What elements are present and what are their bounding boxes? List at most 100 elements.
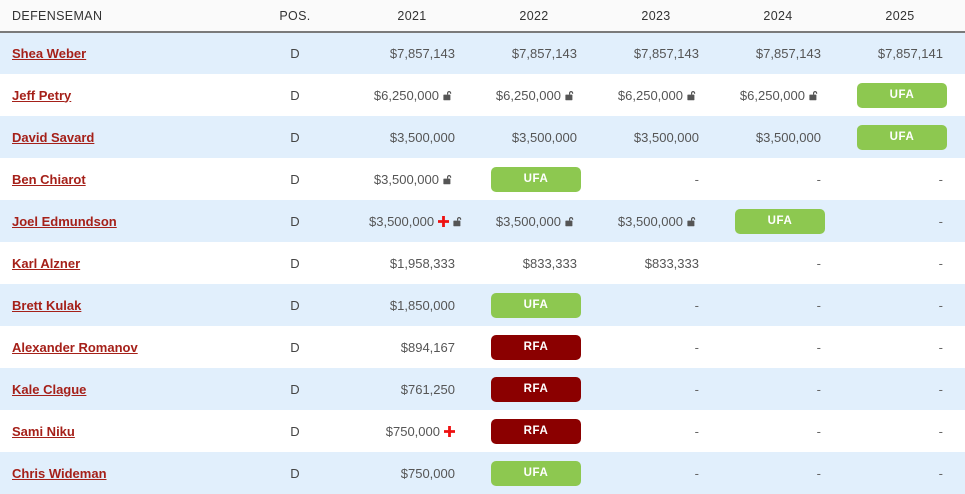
player-link[interactable]: David Savard [12, 129, 95, 145]
cap-hit-value: $3,500,000 [389, 129, 455, 145]
empty-value: - [938, 255, 943, 271]
column-header-2023[interactable]: 2023 [599, 0, 721, 33]
cap-hit-value: $6,250,000 [495, 87, 561, 103]
status-badge-ufa[interactable]: UFA [491, 460, 581, 486]
cell-y2024: - [721, 326, 843, 368]
cell-y2025: - [843, 158, 965, 200]
column-header-2022[interactable]: 2022 [477, 0, 599, 33]
player-link[interactable]: Kale Clague [12, 381, 87, 397]
column-header-2025[interactable]: 2025 [843, 0, 965, 33]
player-link[interactable]: Chris Wideman [12, 465, 107, 481]
cap-hit-value: $894,167 [400, 339, 455, 355]
cell-y2023: $833,333 [599, 242, 721, 284]
status-badge-ufa[interactable]: UFA [491, 292, 581, 318]
cell-y2024: $6,250,000 [721, 74, 843, 116]
cell-y2023: $7,857,143 [599, 32, 721, 74]
cell-y2024: - [721, 452, 843, 494]
cell-player-name: Brett Kulak [0, 284, 235, 326]
cell-y2021: $1,850,000 [355, 284, 477, 326]
player-link[interactable]: Sami Niku [12, 423, 75, 439]
player-link[interactable]: Brett Kulak [12, 297, 82, 313]
player-link[interactable]: Shea Weber [12, 46, 87, 61]
cell-y2022: $3,500,000 [477, 200, 599, 242]
unlock-icon[interactable] [565, 90, 577, 101]
cap-hit-value: $6,250,000 [617, 87, 683, 103]
cell-position: D [290, 46, 300, 61]
unlock-icon[interactable] [687, 216, 699, 227]
player-link[interactable]: Alexander Romanov [12, 339, 138, 355]
injury-cross-icon[interactable] [444, 425, 455, 437]
player-link[interactable]: Ben Chiarot [12, 171, 86, 187]
cell-y2024: - [721, 242, 843, 284]
cap-hit-value: $7,857,143 [511, 46, 577, 61]
column-header-defenseman[interactable]: DEFENSEMAN [0, 0, 235, 33]
column-header-2024[interactable]: 2024 [721, 0, 843, 33]
column-header-position[interactable]: POS. [235, 0, 355, 33]
cell-y2021: $3,500,000 [355, 200, 477, 242]
table-row: Joel Edmundson D $3,500,000 $3,500,000 $3,50… [0, 200, 965, 242]
cap-hit-value: $1,958,333 [389, 255, 455, 271]
empty-value: - [816, 297, 821, 313]
column-header-2021[interactable]: 2021 [355, 0, 477, 33]
cell-position: D [290, 297, 300, 313]
cell-y2025: $7,857,141 [843, 32, 965, 74]
cap-hit-value: $750,000 [400, 465, 455, 481]
cell-y2024: $3,500,000 [721, 116, 843, 158]
cell-position: D [290, 171, 300, 187]
unlock-icon[interactable] [443, 174, 455, 185]
table-row: Kale Clague D $761,250 RFA - - - [0, 368, 965, 410]
cell-y2022: UFA [477, 284, 599, 326]
cell-y2021: $750,000 [355, 452, 477, 494]
cell-player-name: Joel Edmundson [0, 200, 235, 242]
cell-y2024: - [721, 284, 843, 326]
status-badge-ufa[interactable]: UFA [857, 124, 947, 150]
status-badge-rfa[interactable]: RFA [491, 418, 581, 444]
unlock-icon[interactable] [453, 216, 465, 227]
player-link[interactable]: Jeff Petry [12, 87, 72, 103]
status-badge-ufa[interactable]: UFA [857, 82, 947, 108]
cell-y2024: UFA [721, 200, 843, 242]
table-header: DEFENSEMAN POS. 2021 2022 2023 2024 2025 [0, 0, 965, 33]
unlock-icon[interactable] [687, 90, 699, 101]
cell-y2023: - [599, 326, 721, 368]
injury-cross-icon[interactable] [438, 215, 450, 227]
table-row: Chris Wideman D $750,000 UFA - - - [0, 452, 965, 494]
cell-y2023: - [599, 158, 721, 200]
cell-y2024: - [721, 158, 843, 200]
empty-value: - [816, 339, 821, 355]
table-row: Alexander Romanov D $894,167 RFA - - - [0, 326, 965, 368]
cell-y2022: UFA [477, 452, 599, 494]
player-link[interactable]: Joel Edmundson [12, 213, 117, 229]
cap-hit-value: $7,857,143 [755, 46, 821, 61]
player-link[interactable]: Karl Alzner [12, 255, 81, 271]
empty-value: - [938, 465, 943, 481]
cell-player-name: Chris Wideman [0, 452, 235, 494]
cap-hit-value: $3,500,000 [511, 129, 577, 145]
unlock-icon[interactable] [565, 216, 577, 227]
status-badge-rfa[interactable]: RFA [491, 334, 581, 360]
cell-player-name: Karl Alzner [0, 242, 235, 284]
cell-y2025: - [843, 410, 965, 452]
empty-value: - [694, 297, 699, 313]
empty-value: - [938, 381, 943, 397]
empty-value: - [938, 297, 943, 313]
cell-player-name: Jeff Petry [0, 74, 235, 116]
cap-hit-value: $3,500,000 [633, 129, 699, 145]
cell-y2023: $3,500,000 [599, 200, 721, 242]
unlock-icon[interactable] [809, 90, 821, 101]
cell-position: D [290, 339, 300, 355]
empty-value: - [938, 171, 943, 187]
cell-position: D [290, 87, 300, 103]
status-badge-ufa[interactable]: UFA [491, 166, 581, 192]
cap-hit-value: $7,857,143 [389, 46, 455, 61]
unlock-icon[interactable] [443, 90, 455, 101]
cell-y2024: $7,857,143 [721, 32, 843, 74]
cap-hit-value: $3,500,000 [755, 129, 821, 145]
empty-value: - [816, 465, 821, 481]
status-badge-ufa[interactable]: UFA [735, 208, 825, 234]
status-badge-rfa[interactable]: RFA [491, 376, 581, 402]
table-row: Brett Kulak D $1,850,000 UFA - - - [0, 284, 965, 326]
cell-y2024: - [721, 368, 843, 410]
